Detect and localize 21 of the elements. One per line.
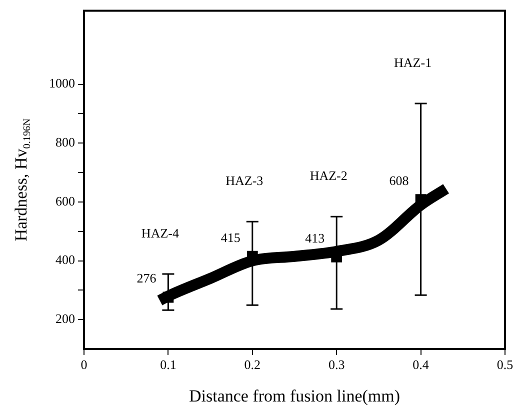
x-tick-label: 0.4 — [412, 357, 430, 372]
x-tick-label: 0 — [80, 357, 88, 372]
data-label: 413 — [305, 230, 325, 246]
x-axis-title: Distance from fusion line(mm) — [188, 386, 400, 406]
y-tick-label: 400 — [56, 252, 75, 268]
y-tick-label: 200 — [56, 311, 75, 326]
annotation: HAZ-4 — [141, 225, 180, 240]
y-tick-label: 800 — [56, 134, 75, 150]
annotation: HAZ-2 — [310, 168, 348, 184]
data-label: 276 — [136, 270, 157, 286]
data-label: 608 — [389, 173, 409, 188]
x-tick-label: 0.5 — [496, 357, 514, 372]
y-axis-title: Hardness, Hv0.196N — [11, 118, 33, 242]
annotation: HAZ-1 — [394, 54, 432, 70]
y-tick-label: 600 — [56, 193, 75, 208]
y-tick-label: 1000 — [49, 76, 75, 91]
x-tick-label: 0.3 — [328, 357, 345, 372]
x-tick-label: 0.1 — [160, 357, 176, 372]
x-tick-label: 0.2 — [244, 357, 261, 372]
annotation: HAZ-3 — [226, 173, 264, 188]
data-label: 415 — [220, 230, 240, 245]
